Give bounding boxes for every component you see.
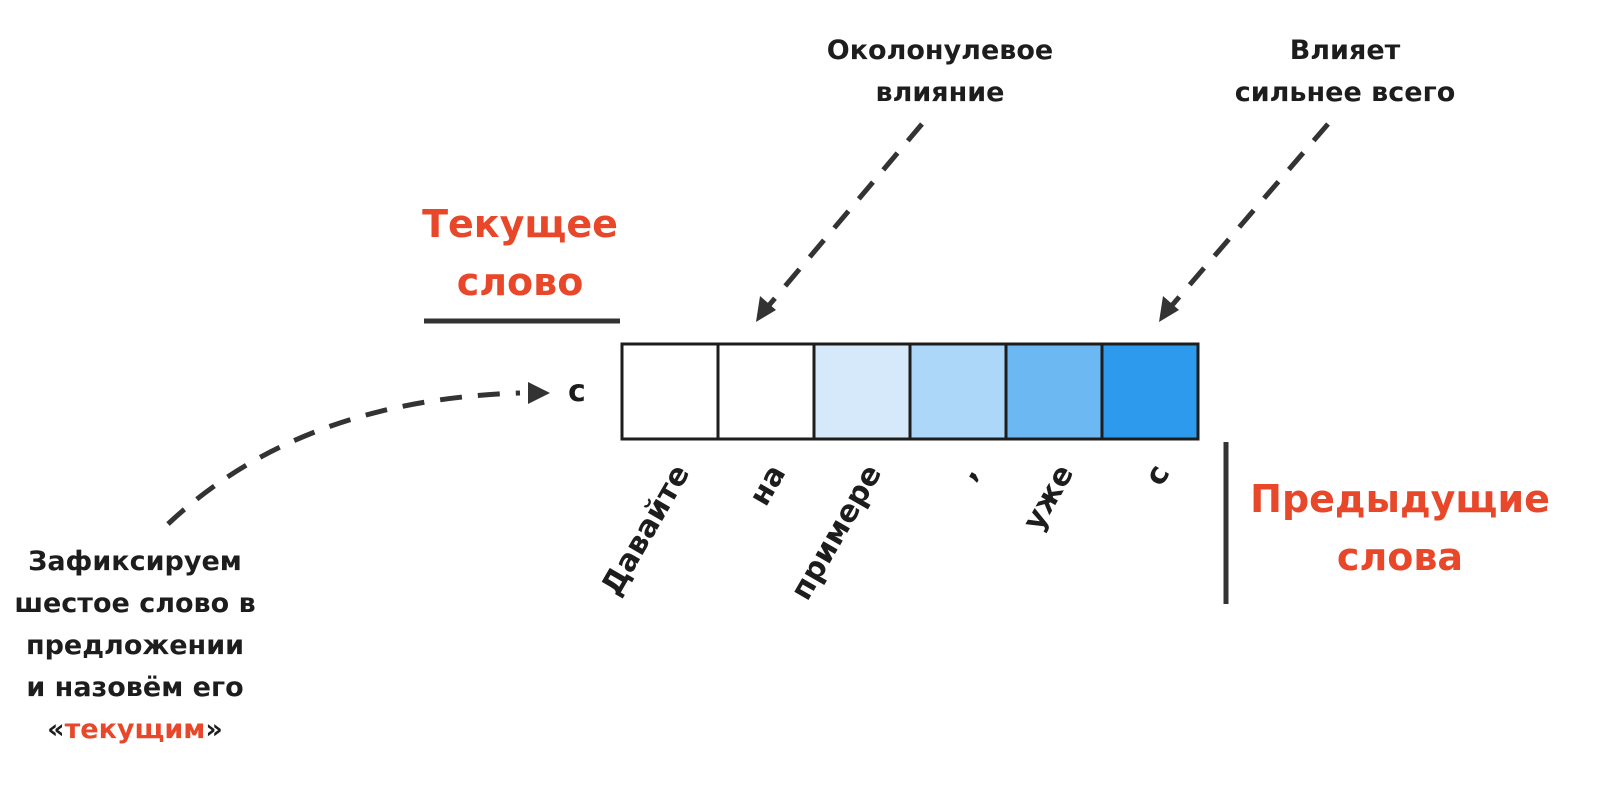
- fix-note: Зафиксируем шестое слово в предложении и…: [0, 541, 270, 751]
- fix-note-line: шестое слово в: [14, 588, 256, 619]
- attention-cell: [1100, 342, 1200, 441]
- fix-note-line: «текущим»: [47, 714, 223, 745]
- arrow-strongest: [1166, 122, 1330, 312]
- fix-note-line: и назовём его: [26, 672, 244, 703]
- fix-note-line: Зафиксируем: [28, 546, 242, 577]
- arrowhead-icon: [756, 296, 776, 322]
- strongest-label: Влияет сильнее всего: [1234, 35, 1456, 108]
- current-word: с: [568, 374, 586, 409]
- fix-note-line: предложении: [25, 630, 245, 661]
- attention-cell: [908, 342, 1008, 441]
- arrow-near-zero: [763, 122, 924, 312]
- arrowhead-icon: [528, 382, 550, 404]
- arrowhead-icon: [1159, 296, 1179, 322]
- attention-cell: [716, 342, 816, 441]
- attention-cell: [1004, 342, 1104, 441]
- fix-note-highlight: текущим: [64, 714, 206, 745]
- current-word-title: Текущее слово: [422, 202, 618, 304]
- arrow-current-word: [166, 390, 521, 526]
- attention-cell: [620, 342, 720, 441]
- previous-words-title: Предыдущие слова: [1250, 477, 1550, 579]
- attention-cells: [620, 342, 1200, 441]
- near-zero-label: Околонулевое влияние: [826, 35, 1054, 108]
- attention-cell: [812, 342, 912, 441]
